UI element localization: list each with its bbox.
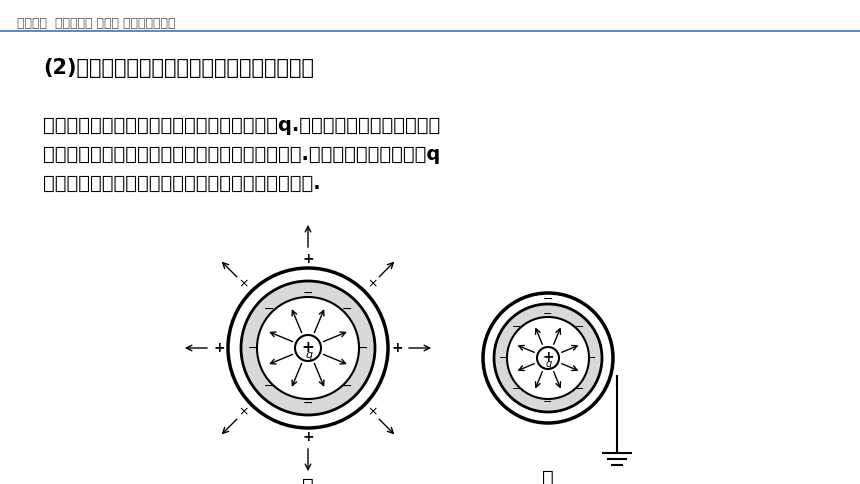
Text: −: − — [574, 384, 584, 394]
Circle shape — [537, 347, 559, 369]
Circle shape — [241, 281, 375, 415]
Text: ×: × — [367, 406, 378, 419]
Circle shape — [257, 297, 359, 399]
Text: −: − — [264, 380, 274, 393]
Text: +: + — [391, 341, 402, 355]
Circle shape — [507, 317, 589, 399]
Text: −: − — [574, 322, 584, 332]
Text: ×: × — [367, 277, 378, 290]
Text: 甲: 甲 — [302, 477, 314, 484]
Text: −: − — [341, 302, 352, 316]
Text: −: − — [341, 380, 352, 393]
Text: (2)接地的封闭导体壳，内部电场对外部没影响: (2)接地的封闭导体壳，内部电场对外部没影响 — [43, 58, 314, 78]
Text: −: − — [513, 384, 521, 394]
Text: q: q — [546, 359, 552, 369]
Text: −: − — [544, 309, 553, 319]
Text: ×: × — [238, 277, 249, 290]
Circle shape — [228, 268, 388, 428]
Text: −: − — [303, 287, 313, 300]
Text: −: − — [513, 322, 521, 332]
Text: ×: × — [238, 406, 249, 419]
Circle shape — [483, 293, 613, 423]
Text: 高中物理  必修第三册 第九章 静电场及其应用: 高中物理 必修第三册 第九章 静电场及其应用 — [17, 17, 175, 30]
Circle shape — [494, 304, 602, 412]
Text: 乙: 乙 — [542, 469, 554, 484]
Text: +: + — [302, 252, 314, 266]
Text: −: − — [587, 353, 597, 363]
Text: +: + — [302, 339, 315, 354]
Circle shape — [295, 335, 321, 361]
Text: −: − — [248, 342, 258, 354]
Text: −: − — [303, 396, 313, 409]
Text: −: − — [264, 302, 274, 316]
Text: −: − — [358, 342, 368, 354]
Text: +: + — [213, 341, 224, 355]
Text: −: − — [500, 353, 508, 363]
Text: +: + — [542, 350, 554, 364]
Text: 如一封闭的导体壳内部空间某点有一点电荷＋q.由于静电感应，导体壳内外
表面感应出等量的异种电荷，其电场线如图甲所示.当把导体壳接地后，＋q
在壳内的电场对壳外空: 如一封闭的导体壳内部空间某点有一点电荷＋q.由于静电感应，导体壳内外 表面感应出… — [43, 116, 440, 193]
Text: −: − — [543, 292, 553, 305]
Text: −: − — [544, 397, 553, 407]
Text: q: q — [305, 350, 312, 360]
Text: +: + — [302, 430, 314, 444]
